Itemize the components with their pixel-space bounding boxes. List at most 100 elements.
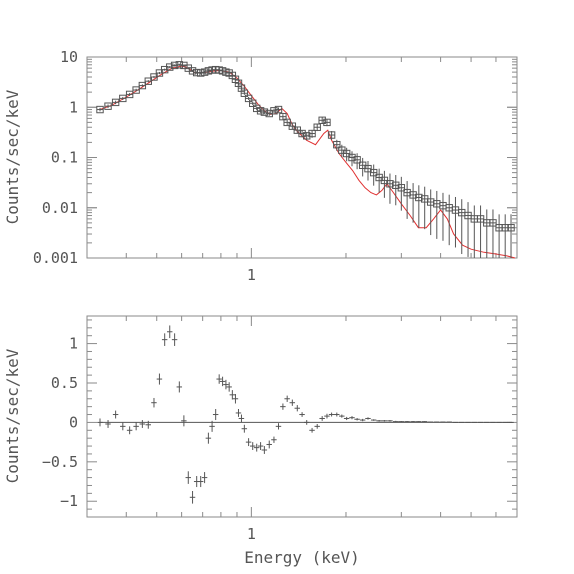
residual-point [161,333,168,346]
residual-point [271,436,277,443]
residual-point [266,440,272,449]
spectrum-y-tick-labels: 0.001 0.01 0.1 1 10 [33,48,78,267]
spectrum-data-point [342,147,351,162]
spectrum-data-point [240,89,249,97]
residual-point [309,427,315,433]
residual-point [189,490,196,504]
spectrum-data-point [256,107,265,115]
spectrum-data-point [249,99,257,107]
residual-point [398,420,405,423]
spectrum-data-point [313,123,321,132]
spectrum-data-point [175,61,184,69]
residual-point [349,416,355,420]
spectrum-data-point [279,112,287,121]
y-tick-label: −0.5 [42,453,78,471]
residual-point [303,420,310,425]
residual-point [440,421,446,423]
residuals-panel: 1 0.5 0 −0.5 −1 1 Counts/sec/keV Energy (keV… [3,315,518,567]
residuals-data-points [97,325,514,504]
residual-point [145,420,151,429]
residual-point [97,418,103,427]
residual-point [201,472,208,484]
residual-point [229,390,236,400]
spectrum-data-point [197,69,205,77]
residual-point [319,416,325,421]
residual-point [275,423,282,430]
spectrum-data-point [144,77,152,85]
residual-point [339,414,345,418]
residual-point [446,421,452,423]
spectrum-data-point [501,214,509,258]
residual-point [387,420,393,422]
residual-point [359,418,366,422]
residual-point [421,421,428,423]
spectrum-data-point [125,90,134,99]
spectrum-data-point [323,118,331,127]
spectrum-data-point [260,108,269,116]
residual-point [112,410,119,419]
spectrum-data-point [445,194,453,246]
residual-point [484,421,490,423]
residual-point [289,399,296,406]
spectrum-data-point [364,160,372,181]
y-tick-label: 0 [69,413,78,431]
spectrum-data-point [119,94,127,103]
residual-point [253,443,260,452]
spectrum-data-point [244,94,253,103]
residual-point [257,442,264,450]
y-tick-label: 1 [69,335,78,353]
spectrum-data-point [150,73,158,81]
residuals-y-axis-label: Counts/sec/keV [3,348,22,483]
residual-point [458,421,465,423]
spectrum-axis-ticks [86,56,518,259]
model-curve [99,65,516,259]
x-tick-label: 1 [247,266,256,284]
residual-point [249,442,256,450]
residual-point [205,432,212,444]
residual-point [381,420,388,422]
spectrum-y-axis-label: Counts/sec/keV [3,89,22,224]
residuals-x-tick-labels: 1 [247,525,256,543]
spectrum-data-point [288,122,297,130]
residual-point [334,412,340,417]
spectrum-data-point [104,102,112,110]
spectrum-data-point [495,214,503,258]
residual-point [209,420,215,432]
residual-point [133,422,139,431]
spectrum-data-point [403,181,411,219]
residual-point [223,379,229,390]
spectrum-data-point [274,105,283,114]
spectrum-data-point [327,131,336,140]
spectrum-data-point [318,116,326,124]
spectrum-data-point [507,214,515,258]
residual-point [176,381,183,393]
spectrum-data-point [283,118,291,127]
residual-point [471,421,478,423]
spectrum-data-point [476,205,485,258]
spectrum-data-point [132,86,140,94]
residual-point [241,424,248,433]
y-tick-label: 0.01 [42,199,78,217]
residual-point [235,409,242,417]
x-tick-label: 1 [247,525,256,543]
residual-point [343,416,350,421]
spectrum-data-point [253,104,261,113]
residual-point [171,333,178,346]
y-tick-label: 0.001 [33,249,78,267]
residual-point [314,423,320,429]
residual-point [328,412,335,417]
spectrum-data-point [298,129,306,138]
residual-point [238,414,245,423]
spectrum-data-point [270,107,278,115]
spectrum-panel: 0.001 0.01 0.1 1 10 1 Counts/sec/keV [3,48,518,284]
y-tick-label: 10 [60,48,78,66]
residual-point [370,419,377,421]
spectrum-data-point [188,67,197,75]
residual-point [226,382,232,392]
spectrum-x-tick-labels: 1 [247,266,256,284]
model-line [99,65,516,259]
residual-point [416,421,422,423]
spectrum-data-point [166,63,174,71]
residual-point [197,476,204,488]
